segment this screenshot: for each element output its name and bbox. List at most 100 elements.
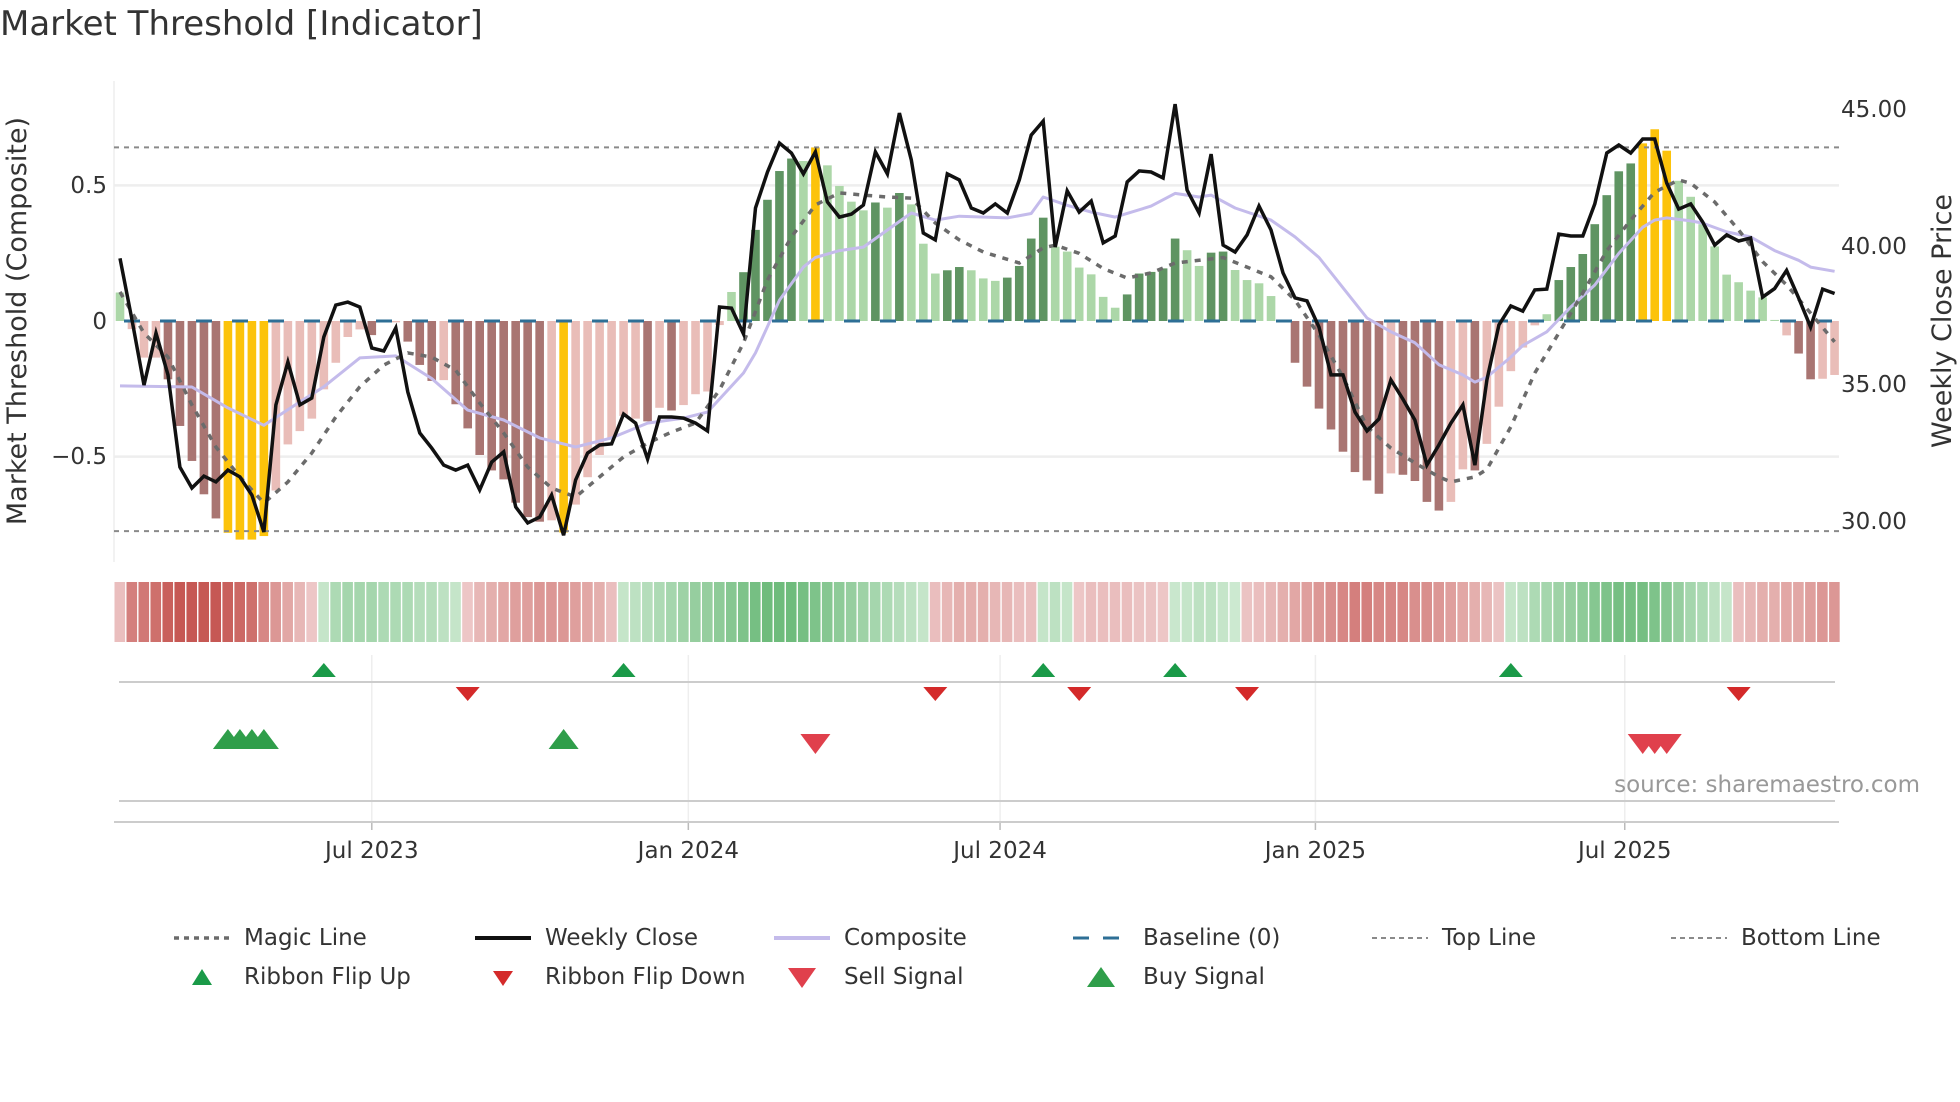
weekly-close-line bbox=[118, 103, 1836, 536]
composite-bar bbox=[115, 292, 125, 321]
ribbon-cell bbox=[1817, 582, 1828, 642]
ribbon-cell bbox=[390, 582, 401, 642]
composite-bar bbox=[1674, 180, 1683, 321]
ribbon-flip-up-marker bbox=[1163, 663, 1188, 677]
ribbon-cell bbox=[1685, 582, 1696, 642]
composite-bar bbox=[559, 321, 568, 533]
composite-bar bbox=[535, 321, 544, 522]
composite-bar bbox=[1542, 314, 1552, 321]
ribbon-cell bbox=[1217, 582, 1229, 642]
ribbon-cell bbox=[953, 582, 965, 642]
composite-bar bbox=[1362, 321, 1372, 481]
composite-bar bbox=[163, 321, 173, 380]
composite-bar bbox=[523, 321, 532, 518]
ribbon-cell bbox=[893, 582, 905, 642]
composite-bar bbox=[871, 202, 880, 321]
y-axis-label-left: Market Threshold (Composite) bbox=[2, 117, 33, 525]
composite-bar bbox=[307, 321, 317, 419]
composite-bar bbox=[955, 267, 964, 321]
series-lines bbox=[114, 103, 1839, 536]
composite-bar bbox=[907, 204, 916, 321]
legend-weekly-close: Weekly Close bbox=[475, 925, 698, 951]
ribbon-cell bbox=[1361, 582, 1373, 642]
solid-line-icon bbox=[475, 936, 531, 940]
ribbon-cell bbox=[126, 582, 138, 642]
composite-bar bbox=[1650, 129, 1660, 321]
ribbon-flip-down-marker bbox=[1067, 687, 1092, 701]
triangle-down-icon bbox=[788, 968, 816, 988]
ribbon-cell bbox=[1289, 582, 1301, 642]
ribbon-cell bbox=[450, 582, 461, 642]
composite-bar bbox=[1050, 246, 1060, 321]
composite-bar bbox=[1026, 238, 1036, 321]
ribbon-cell bbox=[246, 582, 257, 642]
composite-bar bbox=[571, 321, 580, 505]
ribbon-cell bbox=[546, 582, 557, 642]
ribbon-cell bbox=[378, 582, 389, 642]
ribbon-cell bbox=[737, 582, 749, 642]
sell-signal-marker bbox=[1651, 734, 1682, 754]
ribbon-cell bbox=[1277, 582, 1289, 642]
ribbon-cell bbox=[773, 582, 785, 642]
ribbon-flip-down-marker bbox=[923, 687, 948, 701]
composite-bar bbox=[883, 207, 892, 321]
ribbon-cell bbox=[594, 582, 605, 642]
triangle-up-icon bbox=[1087, 967, 1115, 987]
composite-bar bbox=[175, 321, 185, 426]
composite-bar bbox=[1182, 250, 1192, 321]
composite-bar bbox=[247, 321, 257, 540]
ribbon-cell bbox=[1313, 582, 1325, 642]
ribbon-cell bbox=[917, 582, 929, 642]
ribbon-cell bbox=[1493, 582, 1504, 642]
ribbon-cell bbox=[869, 582, 881, 642]
ribbon-cell bbox=[1793, 582, 1804, 642]
composite-bar bbox=[631, 321, 640, 419]
ribbon-cell bbox=[761, 582, 773, 642]
ribbon-cell bbox=[1421, 582, 1433, 642]
composite-bar bbox=[223, 321, 233, 533]
ribbon-cell bbox=[977, 582, 989, 642]
ribbon-cell bbox=[1193, 582, 1205, 642]
ribbon-cell bbox=[1769, 582, 1780, 642]
legend-label: Weekly Close bbox=[545, 925, 698, 951]
ribbon-cell bbox=[150, 582, 162, 642]
signal-markers bbox=[212, 663, 1751, 754]
composite-bar bbox=[475, 321, 484, 455]
composite-bar bbox=[1782, 321, 1791, 336]
composite-bar bbox=[1506, 321, 1516, 372]
ribbon-cell bbox=[690, 582, 701, 642]
ribbon-cell bbox=[1373, 582, 1385, 642]
ribbon-flip-down-marker bbox=[1235, 687, 1260, 701]
ribbon-cell bbox=[1505, 582, 1516, 642]
x-tick-label: Jul 2023 bbox=[323, 838, 419, 864]
legend-label: Top Line bbox=[1442, 925, 1537, 951]
composite-bar bbox=[1206, 252, 1216, 321]
composite-bar bbox=[595, 321, 604, 455]
ribbon-cell bbox=[630, 582, 641, 642]
composite-bar bbox=[1146, 271, 1156, 321]
composite-bar bbox=[607, 321, 616, 438]
composite-bar bbox=[283, 321, 293, 445]
ribbon-flip-up-marker bbox=[1498, 663, 1523, 677]
legend-label: Bottom Line bbox=[1741, 925, 1881, 951]
ribbon-cell bbox=[558, 582, 569, 642]
composite-bar bbox=[1566, 267, 1576, 321]
ribbon-cell bbox=[666, 582, 677, 642]
ribbon-cell bbox=[402, 582, 413, 642]
composite-bar bbox=[391, 321, 401, 323]
composite-bar bbox=[1170, 238, 1180, 321]
composite-bar bbox=[1698, 224, 1707, 321]
composite-bar bbox=[691, 321, 700, 395]
composite-bar bbox=[1686, 196, 1695, 321]
composite-bar bbox=[655, 321, 664, 408]
ribbon-cell bbox=[1205, 582, 1217, 642]
ribbon-cell bbox=[1349, 582, 1361, 642]
legend-bottom-line: Bottom Line bbox=[1671, 925, 1881, 951]
y-tick-left: 0 bbox=[92, 309, 107, 335]
composite-bar bbox=[547, 321, 556, 521]
composite-bar bbox=[1302, 321, 1312, 387]
ribbon-cell bbox=[1169, 582, 1181, 642]
composite-bar bbox=[1014, 265, 1024, 321]
composite-bar bbox=[1818, 321, 1827, 379]
ribbon-flip-up-marker bbox=[311, 663, 336, 677]
